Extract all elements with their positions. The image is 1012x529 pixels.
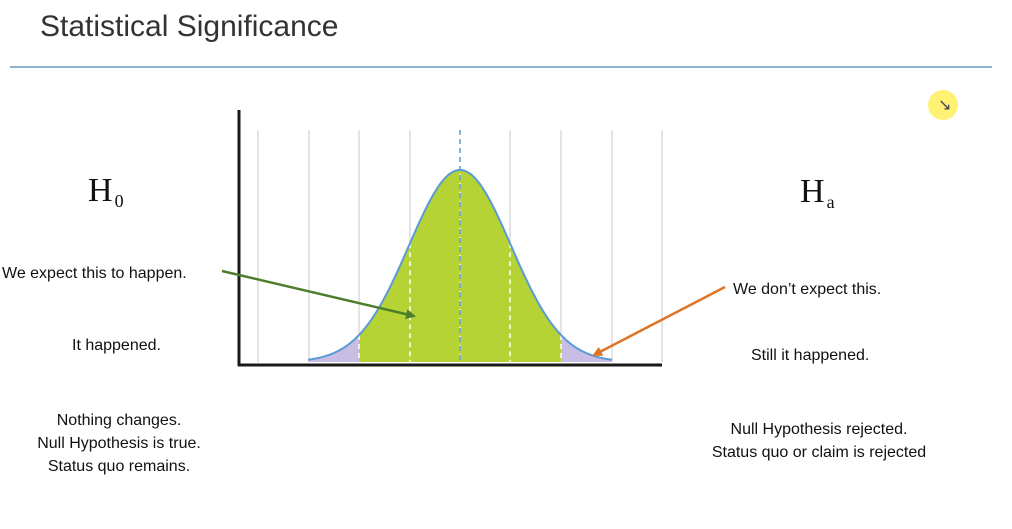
alternative-expectation: We don’t expect this.: [733, 281, 882, 298]
right-tail-region: [561, 334, 612, 362]
null-outcome-line: Null Hypothesis is true.: [37, 435, 201, 452]
alternative-outcome-line: Status quo or claim is rejected: [711, 444, 927, 461]
alternative-outcome: Null Hypothesis rejected. Status quo or …: [690, 418, 948, 464]
null-outcome: Nothing changes. Null Hypothesis is true…: [8, 409, 230, 478]
slide-title: Statistical Significance: [40, 10, 339, 43]
alternative-hypothesis-subscript: a: [826, 192, 835, 212]
null-expectation: We expect this to happen.: [2, 265, 187, 282]
expectation-arrow: [221, 269, 416, 320]
alternative-observation: Still it happened.: [751, 347, 870, 364]
null-outcome-line: Status quo remains.: [47, 458, 191, 475]
unexpected-arrow: [592, 285, 726, 357]
null-hypothesis-subscript: 0: [114, 191, 124, 211]
alternative-outcome-line: Null Hypothesis rejected.: [730, 421, 908, 438]
normal-curve: [307, 168, 613, 361]
title-divider: [10, 66, 992, 68]
cursor-highlight: [928, 90, 958, 120]
left-tail-region: [308, 334, 359, 362]
null-observation: It happened.: [72, 337, 161, 354]
cursor-pointer-icon: ↘: [938, 97, 952, 114]
null-outcome-line: Nothing changes.: [56, 412, 182, 429]
